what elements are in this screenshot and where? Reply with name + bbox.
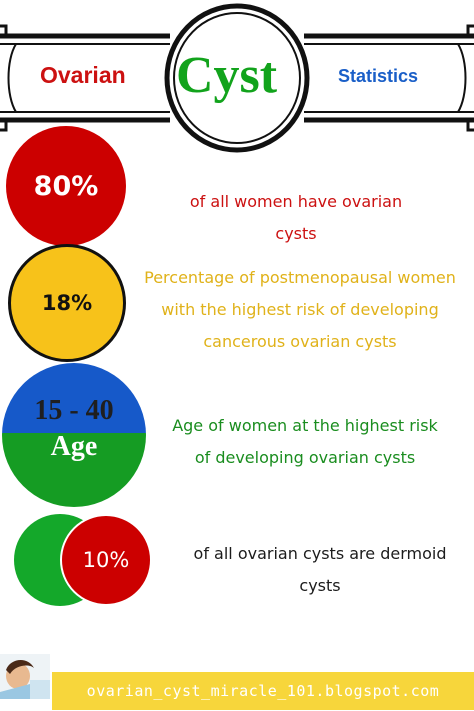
stat-circle-18-percent: 18% <box>8 244 126 362</box>
stat-value: 18% <box>41 291 93 315</box>
title-banner <box>0 3 474 153</box>
blog-url-banner[interactable]: ovarian_cyst_miracle_101.blogspot.com <box>52 672 474 710</box>
stat-description: of all ovarian cysts are dermoid cysts <box>193 544 447 595</box>
stat-value: 80% <box>33 170 99 202</box>
blog-url-text[interactable]: ovarian_cyst_miracle_101.blogspot.com <box>86 682 440 700</box>
stat-circle-age-range: 15 - 40 Age <box>2 363 146 507</box>
stat-circle-80-percent: 80% <box>6 126 126 246</box>
stat-description: Age of women at the highest risk of deve… <box>172 416 438 467</box>
title-statistics: Statistics <box>338 66 419 86</box>
stat-description: Percentage of postmenopausal women with … <box>144 268 456 351</box>
title-ovarian: Ovarian <box>40 62 126 88</box>
woman-avatar-image <box>0 654 50 699</box>
stat-description: of all women have ovarian cysts <box>189 192 403 243</box>
stat-value-age-label: Age <box>50 431 98 462</box>
stat-circle-10-percent: 10% <box>60 514 152 606</box>
stat-value: 10% <box>82 548 130 572</box>
title-cyst: Cyst <box>176 47 278 104</box>
stat-value-age-range: 15 - 40 <box>34 395 114 426</box>
